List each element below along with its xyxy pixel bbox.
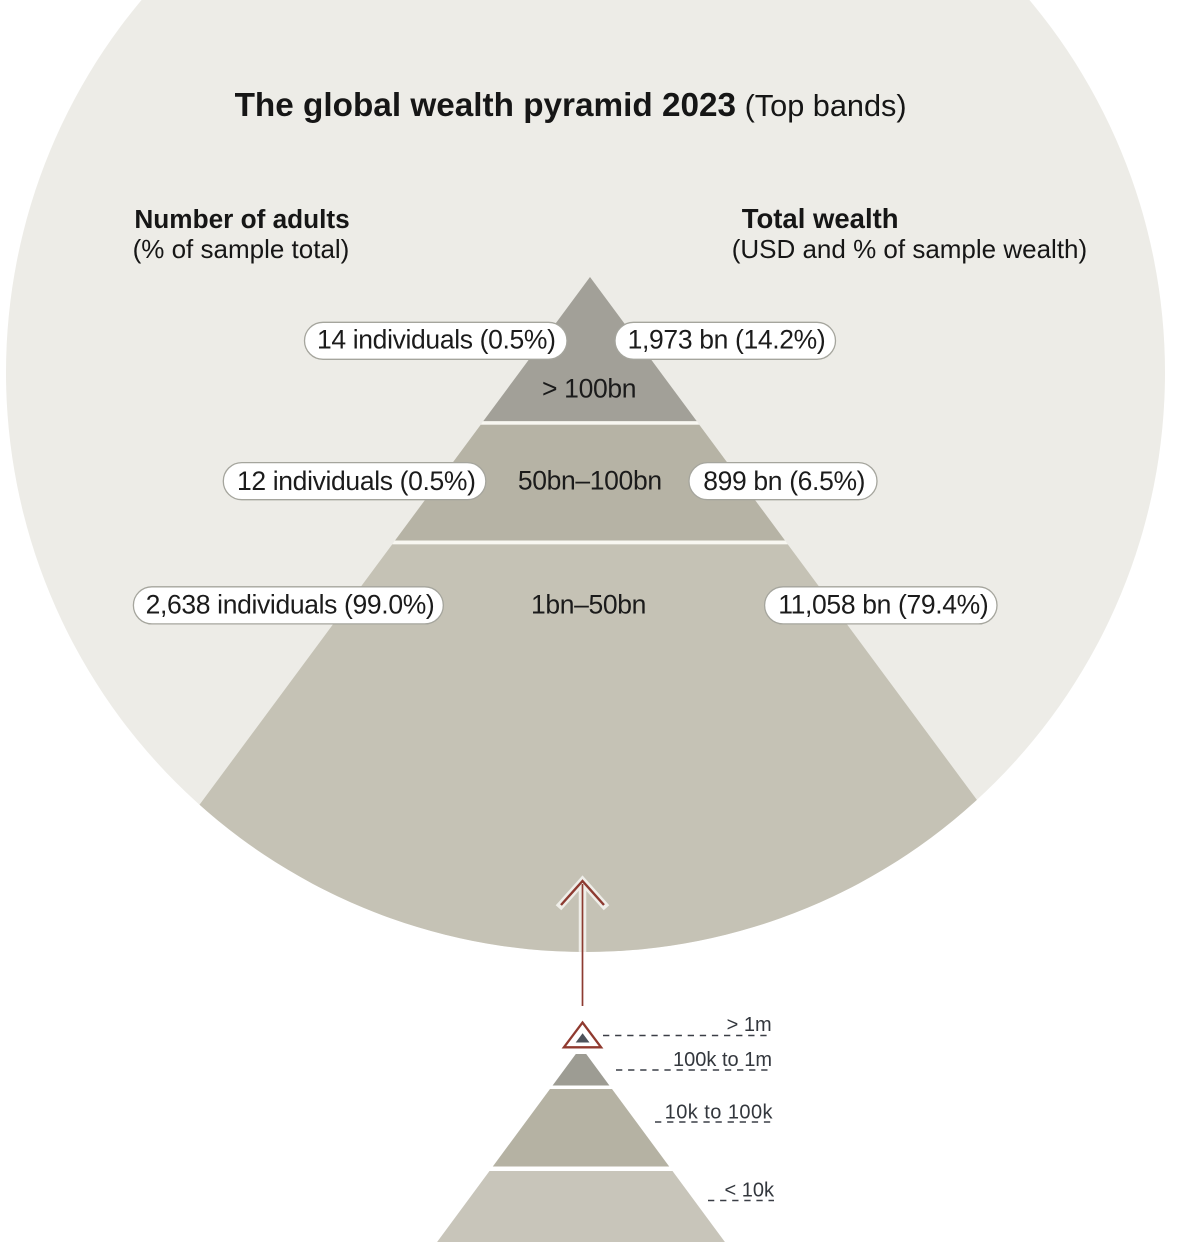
svg-text:Total wealth: Total wealth bbox=[742, 203, 899, 234]
svg-text:100k to 1m: 100k to 1m bbox=[673, 1049, 772, 1071]
svg-text:Number of adults: Number of adults bbox=[134, 204, 349, 234]
svg-text:< 10k: < 10k bbox=[725, 1180, 775, 1202]
svg-text:> 1m: > 1m bbox=[727, 1014, 772, 1036]
svg-text:10k to 100k: 10k to 100k bbox=[665, 1102, 774, 1124]
svg-text:899 bn (6.5%): 899 bn (6.5%) bbox=[703, 466, 865, 496]
svg-text:The global wealth pyramid 2023: The global wealth pyramid 2023 (Top band… bbox=[235, 87, 907, 124]
svg-text:12 individuals (0.5%): 12 individuals (0.5%) bbox=[237, 466, 476, 496]
svg-text:2,638 individuals (99.0%): 2,638 individuals (99.0%) bbox=[146, 590, 435, 620]
svg-text:50bn–100bn: 50bn–100bn bbox=[518, 466, 662, 496]
svg-text:11,058 bn (79.4%): 11,058 bn (79.4%) bbox=[778, 590, 988, 620]
svg-text:1bn–50bn: 1bn–50bn bbox=[531, 589, 646, 619]
svg-text:(USD and % of sample wealth): (USD and % of sample wealth) bbox=[732, 234, 1087, 264]
svg-text:> 100bn: > 100bn bbox=[542, 373, 636, 403]
svg-text:14 individuals (0.5%): 14 individuals (0.5%) bbox=[317, 325, 556, 355]
svg-text:1,973 bn (14.2%): 1,973 bn (14.2%) bbox=[628, 325, 826, 355]
svg-text:(% of sample total): (% of sample total) bbox=[133, 234, 350, 264]
